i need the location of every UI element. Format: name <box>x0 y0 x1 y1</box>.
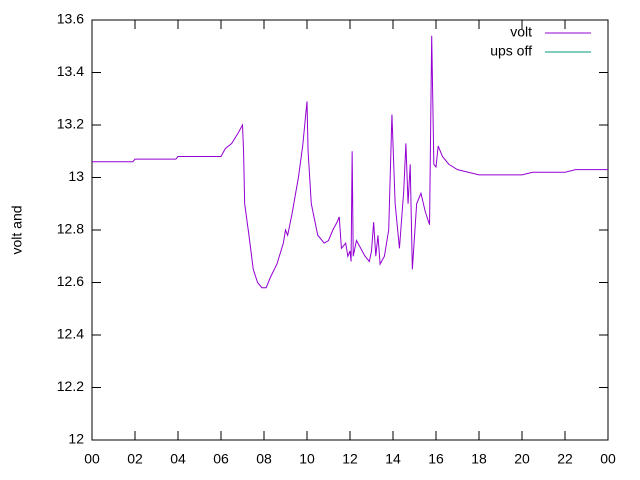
y-axis-label: volt and <box>9 205 25 254</box>
y-tick-label: 13.6 <box>57 11 84 27</box>
legend-label: ups off <box>490 43 532 59</box>
y-tick-label: 13.4 <box>57 63 84 79</box>
y-tick-label: 13 <box>68 168 84 184</box>
y-tick-label: 12.6 <box>57 273 84 289</box>
y-tick-label: 12.8 <box>57 221 84 237</box>
x-tick-label: 16 <box>428 451 444 467</box>
x-tick-label: 04 <box>170 451 186 467</box>
plot-border <box>91 19 609 441</box>
y-tick-label: 13.2 <box>57 116 84 132</box>
x-tick-label: 10 <box>299 451 315 467</box>
y-tick-label: 12.2 <box>57 378 84 394</box>
x-tick-label: 02 <box>127 451 143 467</box>
x-tick-label: 06 <box>213 451 229 467</box>
y-tick-label: 12 <box>68 431 84 447</box>
x-tick-label: 22 <box>557 451 573 467</box>
x-tick-label: 14 <box>385 451 401 467</box>
x-tick-label: 00 <box>84 451 100 467</box>
legend-label: volt <box>510 24 532 40</box>
x-tick-label: 12 <box>342 451 358 467</box>
x-tick-label: 18 <box>471 451 487 467</box>
x-tick-label: 08 <box>256 451 272 467</box>
y-tick-label: 12.4 <box>57 326 84 342</box>
series-line <box>92 35 608 289</box>
x-tick-label: 20 <box>514 451 530 467</box>
x-tick-label: 00 <box>600 451 616 467</box>
